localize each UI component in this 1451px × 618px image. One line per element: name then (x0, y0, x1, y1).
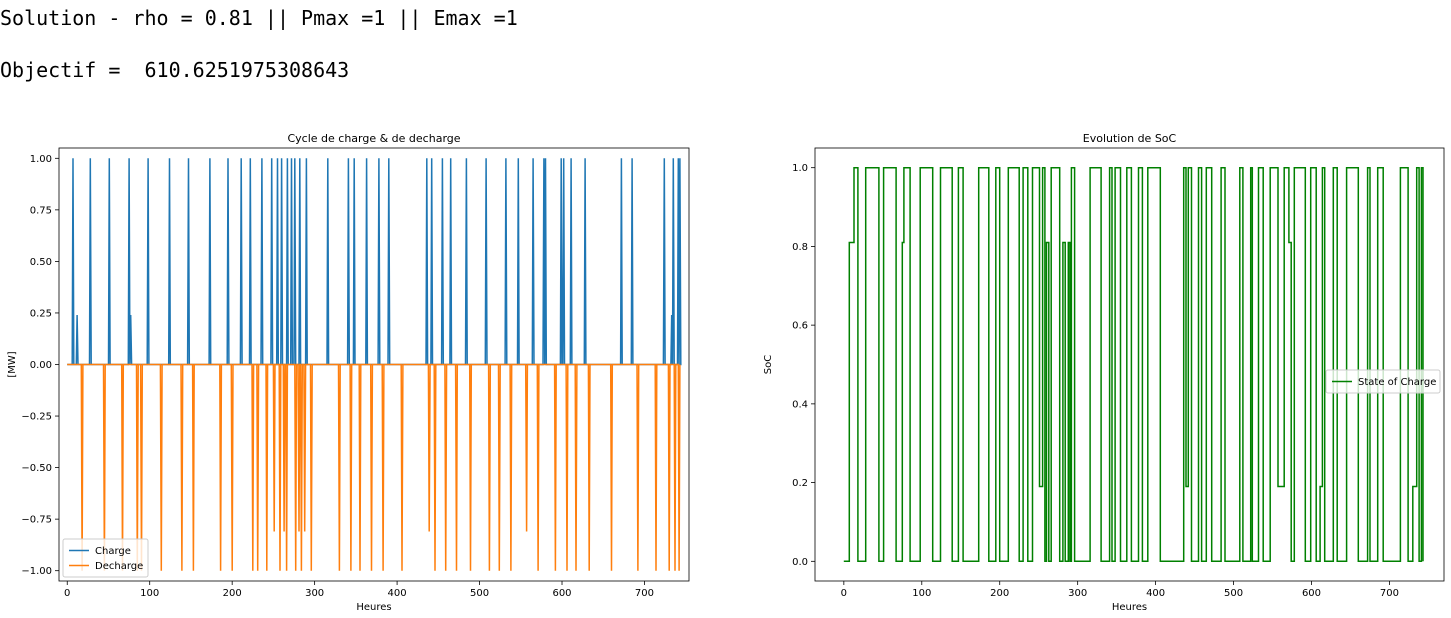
x-tick-label: 500 (1224, 588, 1243, 599)
y-tick-label: −0.50 (21, 463, 52, 474)
x-tick-label: 200 (990, 588, 1009, 599)
output-solution-line: Solution - rho = 0.81 || Pmax =1 || Emax… (0, 6, 518, 30)
legend: Charge Decharge (62, 538, 149, 578)
x-tick-label: 300 (305, 588, 324, 599)
y-tick-label: 0.0 (792, 557, 808, 568)
y-tick-label: 0.4 (792, 399, 808, 410)
x-tick-label: 100 (912, 588, 931, 599)
y-tick-label: 0.25 (30, 308, 52, 319)
chart-title: Evolution de SoC (1083, 132, 1177, 145)
y-axis-label: [MW] (7, 351, 18, 377)
y-tick-label: 1.00 (30, 154, 52, 165)
x-tick-label: 0 (64, 588, 70, 599)
y-tick-label: 0.75 (30, 205, 52, 216)
x-tick-label: 300 (1068, 588, 1087, 599)
x-tick-label: 200 (223, 588, 242, 599)
series-line-state-of-charge (843, 166, 1424, 563)
legend-label: State of Charge (1358, 377, 1436, 388)
chart-title: Cycle de charge & de decharge (287, 132, 460, 145)
x-tick-label: 0 (841, 588, 847, 599)
output-objective-line: Objectif = 610.6251975308643 (0, 58, 350, 82)
x-axis-label: Heures (1112, 602, 1147, 613)
x-tick-label: 100 (140, 588, 159, 599)
x-tick-label: 600 (552, 588, 571, 599)
legend-label: Charge (95, 546, 131, 557)
legend-box (1325, 369, 1441, 394)
x-tick-label: 700 (1380, 588, 1399, 599)
x-tick-label: 700 (635, 588, 654, 599)
x-tick-label: 400 (1146, 588, 1165, 599)
series-line-decharge (67, 363, 681, 571)
y-tick-label: 0.6 (792, 321, 808, 332)
series-line-charge (67, 158, 682, 366)
y-tick-label: −0.75 (21, 515, 52, 526)
legend-label: Decharge (95, 561, 143, 572)
x-tick-label: 400 (388, 588, 407, 599)
y-tick-label: 0.00 (30, 360, 52, 371)
y-tick-label: 0.2 (792, 478, 808, 489)
legend: State of Charge (1325, 369, 1441, 394)
y-axis-label: SoC (763, 355, 774, 374)
y-tick-label: −1.00 (21, 566, 52, 577)
x-tick-label: 500 (470, 588, 489, 599)
chart-1: 0 100 200 300 400 500 600 700 −1.00 −0.75 −0.50 −0.… (7, 132, 690, 613)
legend-box (62, 538, 149, 578)
y-tick-label: −0.25 (21, 412, 52, 423)
plot-frame (814, 147, 1445, 582)
x-tick-label: 600 (1302, 588, 1321, 599)
y-tick-label: 1.0 (792, 163, 808, 174)
y-tick-label: 0.50 (30, 257, 52, 268)
y-tick-label: 0.8 (792, 242, 808, 253)
x-axis-label: Heures (356, 602, 391, 613)
chart-2: 0 100 200 300 400 500 600 700 0.0 0.2 0.4 0.6 0.8 1.0… (763, 132, 1445, 613)
